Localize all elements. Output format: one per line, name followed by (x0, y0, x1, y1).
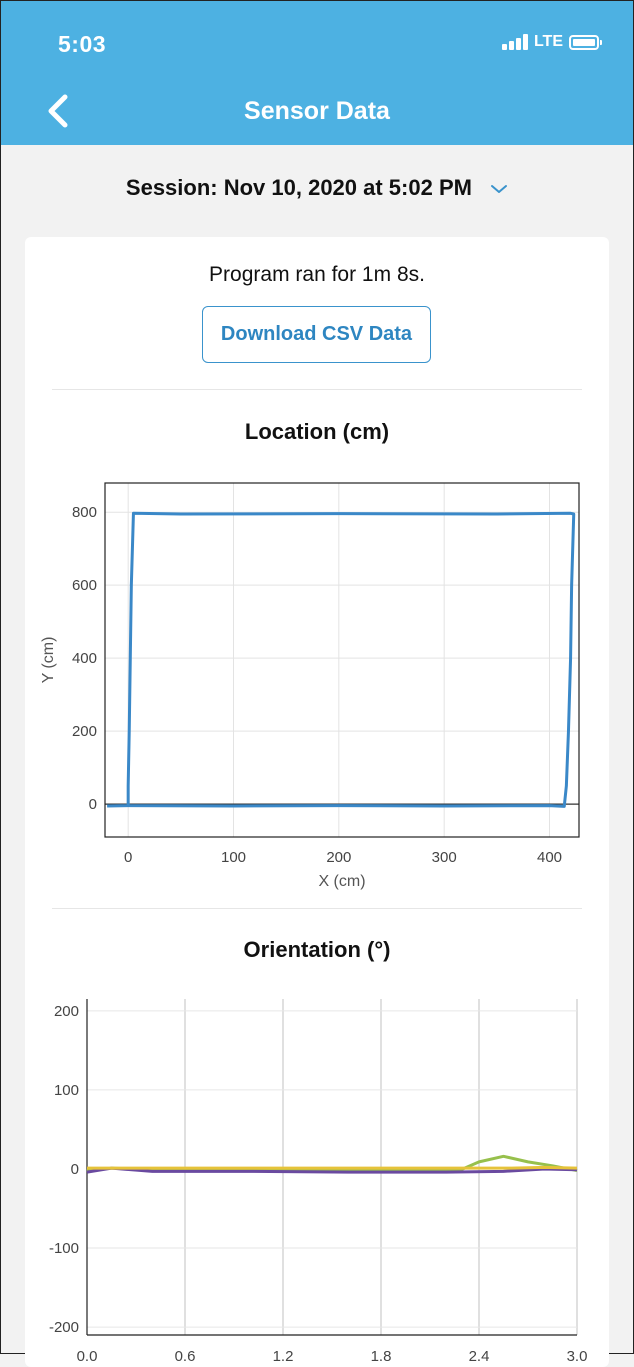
x-axis-label: X (cm) (318, 873, 365, 890)
orientation-chart-title: Orientation (°) (243, 937, 391, 962)
session-label: Session: Nov 10, 2020 at 5:02 PM (125, 175, 472, 200)
back-button[interactable] (43, 93, 73, 129)
y-tick-label: 400 (72, 650, 97, 667)
status-indicators: LTE (501, 33, 602, 51)
page-title: Sensor Data (244, 97, 390, 125)
y-tick-label: 200 (72, 723, 97, 740)
app-header: 5:03 LTE Sensor Data (1, 1, 633, 145)
x-tick-label: 2.4 (469, 1348, 490, 1361)
x-tick-label: 200 (326, 849, 351, 866)
x-tick-label: 1.2 (273, 1348, 294, 1361)
y-tick-label: 800 (72, 504, 97, 521)
battery-icon (569, 34, 602, 50)
plot-frame (104, 482, 580, 838)
x-tick-label: 3.0 (567, 1348, 588, 1361)
status-time: 5:03 (58, 31, 107, 57)
session-selector[interactable]: Session: Nov 10, 2020 at 5:02 PM (1, 175, 633, 201)
y-tick-label: 0 (89, 796, 97, 813)
orientation-series-yellow (87, 1165, 578, 1170)
divider (52, 908, 582, 909)
x-tick-label: 0 (124, 849, 132, 866)
y-tick-label: 0 (71, 1161, 79, 1178)
run-duration: Program ran for 1m 8s. (209, 263, 425, 286)
y-tick-label: 100 (54, 1082, 79, 1099)
x-tick-label: 100 (221, 849, 246, 866)
chevron-left-icon (48, 94, 68, 128)
x-tick-label: 0.0 (77, 1348, 98, 1361)
y-axis-label: Y (cm) (40, 637, 57, 684)
location-path (107, 511, 576, 808)
chevron-down-icon (491, 185, 508, 194)
divider (52, 389, 582, 390)
location-chart: 0 100 200 300 400 0 200 400 600 800 X (cm) Y (cm) (40, 482, 580, 890)
network-label: LTE (533, 33, 563, 50)
download-csv-button[interactable]: Download CSV Data (202, 306, 431, 363)
signal-icon (501, 34, 528, 50)
x-tick-label: 0.6 (175, 1348, 196, 1361)
location-chart-title: Location (cm) (244, 419, 390, 444)
x-tick-label: 300 (432, 849, 457, 866)
x-tick-label: 1.8 (371, 1348, 392, 1361)
x-tick-label: 400 (537, 849, 562, 866)
sensor-card: Program ran for 1m 8s. Download CSV Data… (25, 237, 609, 1367)
y-tick-label: -200 (49, 1319, 79, 1336)
y-tick-label: 600 (72, 577, 97, 594)
y-tick-label: -100 (49, 1240, 79, 1257)
y-tick-label: 200 (54, 1003, 79, 1020)
